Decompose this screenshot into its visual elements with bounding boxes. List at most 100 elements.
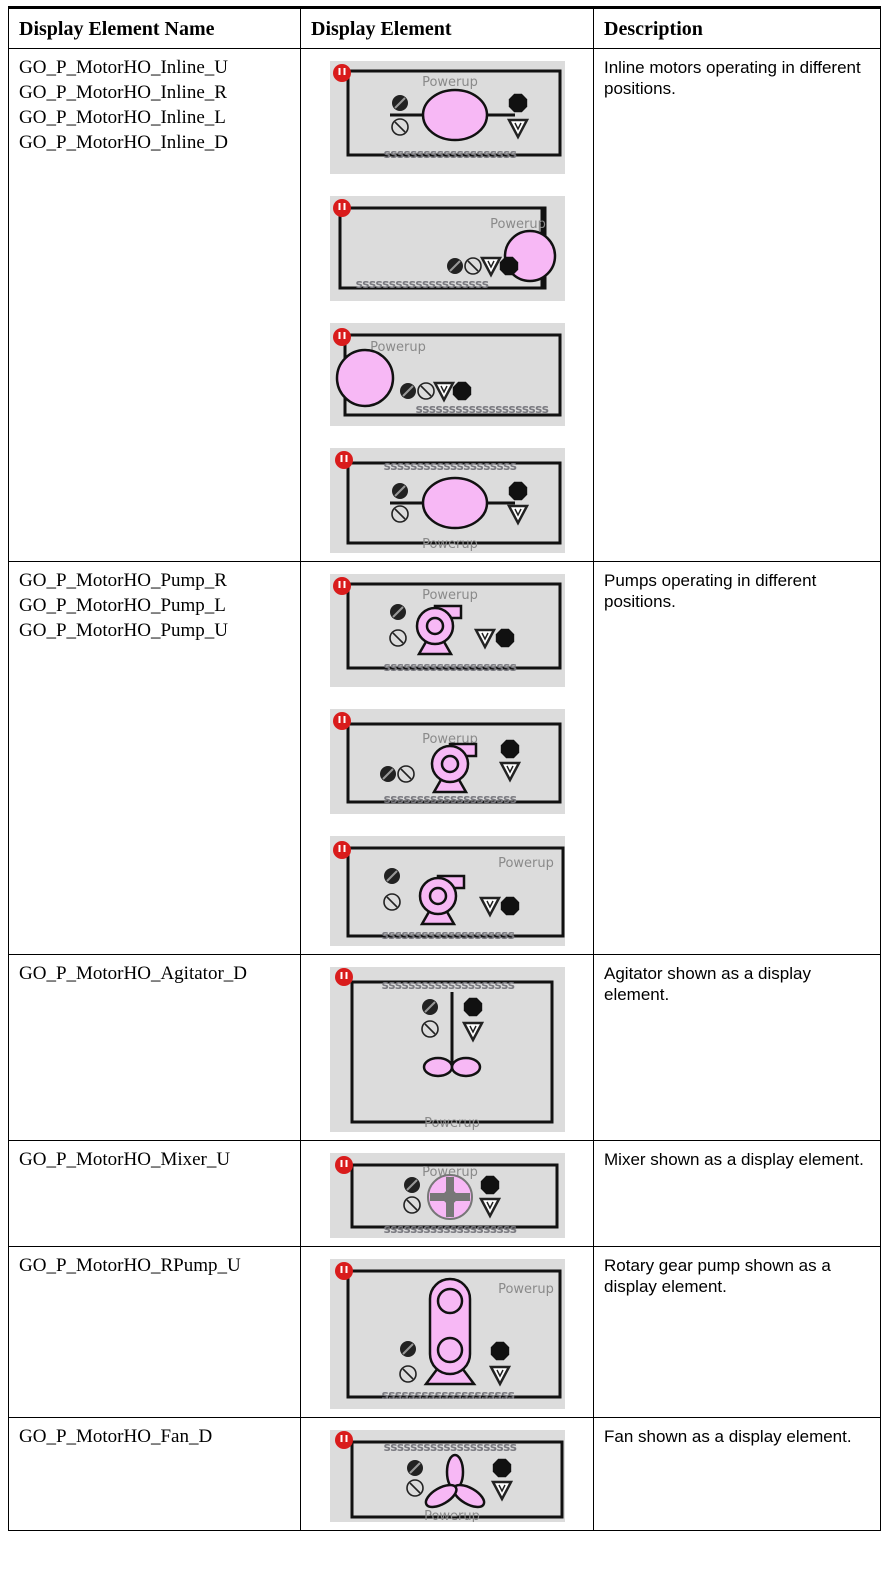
hatch-stroke <box>381 768 394 780</box>
status-text: ssssssssssssssssssss <box>383 1222 516 1236</box>
element-name: GO_P_MotorHO_Inline_R <box>19 82 227 103</box>
mode-mark <box>505 765 514 774</box>
alarm-icon <box>332 577 351 595</box>
element-name: GO_P_MotorHO_Pump_L <box>19 595 226 616</box>
mode-mark <box>480 632 489 641</box>
element-frame <box>346 461 561 545</box>
name-cell: GO_P_MotorHO_Agitator_D <box>8 954 301 1141</box>
table-row: GO_P_MotorHO_Fan_D ssssssssssssssssssss Po… <box>8 1417 881 1531</box>
alarm-icon <box>332 712 351 730</box>
header-cell: Display Element <box>300 6 594 49</box>
alarm-mark <box>343 332 345 339</box>
status-text: ssssssssssssssssssss <box>383 792 516 806</box>
hatch-stroke <box>408 1462 421 1474</box>
disabled-icon <box>398 1365 417 1383</box>
disabled-icon <box>420 1020 439 1038</box>
alarm-mark <box>338 581 340 588</box>
alarm-mark <box>343 581 345 588</box>
alarm-mark <box>338 845 340 852</box>
name-cell: GO_P_MotorHO_Fan_D <box>8 1417 301 1531</box>
table-row: GO_P_MotorHO_Agitator_D sssssssssssssssss… <box>8 954 881 1141</box>
alarm-icon <box>334 1262 353 1280</box>
alarm-mark <box>345 1160 347 1167</box>
mixer-hub <box>442 1190 457 1204</box>
gear <box>436 1336 463 1364</box>
table-body: GO_P_MotorHO_Inline_U GO_P_MotorHO_Inline… <box>8 48 881 1531</box>
element-name: GO_P_MotorHO_Pump_R <box>19 570 227 591</box>
description-cell: Agitator shown as a display element. <box>593 954 881 1141</box>
status-text: ssssssssssssssssssss <box>355 277 488 291</box>
image-cell: ssssssssssssssssssss Powerup sssssssssssss… <box>300 48 594 562</box>
disabled-stroke <box>419 385 432 397</box>
disabled-stroke <box>423 1023 436 1035</box>
hatch-stroke <box>393 97 406 109</box>
hatch-stroke <box>423 1001 436 1013</box>
hatch-stroke <box>405 1179 418 1191</box>
image-cell: ssssssssssssssssssss Powerup <box>300 954 594 1141</box>
motor <box>335 348 394 408</box>
name-cell: GO_P_MotorHO_RPump_U <box>8 1246 301 1418</box>
alarm-icon <box>332 199 351 217</box>
alarm-mark <box>345 1435 347 1442</box>
element-frame <box>350 980 553 1124</box>
disabled-icon <box>388 629 407 647</box>
table-row: GO_P_MotorHO_Mixer_U ssssssssssssssssssss… <box>8 1140 881 1247</box>
element-frame <box>346 846 564 938</box>
stop-icon <box>490 1341 509 1361</box>
disabled-icon <box>390 118 409 136</box>
powerup-label: Powerup <box>424 1116 480 1131</box>
status-text: ssssssssssssssssssss <box>381 928 514 942</box>
table-row: GO_P_MotorHO_RPump_U ssssssssssssssssssss… <box>8 1246 881 1418</box>
mode-mark <box>485 1201 494 1210</box>
mode-mark <box>485 900 494 909</box>
alarm-icon <box>334 1156 353 1174</box>
alarm-mark <box>340 1266 342 1273</box>
alarm-icon <box>334 1431 353 1449</box>
alarm-icon <box>332 328 351 346</box>
disabled-icon <box>463 257 482 275</box>
mode-mark <box>468 1025 477 1034</box>
stop-icon <box>500 739 519 759</box>
image-cell: ssssssssssssssssssss Powerup <box>300 1246 594 1418</box>
disabled-stroke <box>466 260 479 272</box>
name-cell: GO_P_MotorHO_Pump_R GO_P_MotorHO_Pump_L GO… <box>8 561 301 955</box>
image-background <box>329 967 565 1132</box>
pump-eye <box>440 754 459 774</box>
powerup-label: Powerup <box>424 1509 480 1522</box>
disabled-stroke <box>391 632 404 644</box>
element-frame <box>346 1269 561 1399</box>
description-cell: Mixer shown as a display element. <box>593 1140 881 1247</box>
hatch-stroke <box>393 485 406 497</box>
alarm-mark <box>340 972 342 979</box>
disabled-stroke <box>399 768 412 780</box>
alarm-mark <box>343 203 345 210</box>
blade <box>450 1056 481 1078</box>
status-text: ssssssssssssssssssss <box>383 459 516 473</box>
alarm-icon <box>332 64 351 82</box>
alarm-mark <box>343 716 345 723</box>
display-element-image: ssssssssssssssssssss Powerup <box>329 1153 565 1238</box>
blade <box>422 1056 453 1078</box>
powerup-label: Powerup <box>370 340 426 355</box>
pump-body <box>418 876 457 916</box>
stop-icon <box>499 256 518 276</box>
pump-eye <box>428 886 447 906</box>
element-name: GO_P_MotorHO_Agitator_D <box>19 963 247 984</box>
description-cell: Inline motors operating in different pos… <box>593 48 881 562</box>
stop-icon <box>452 381 471 401</box>
element-name: GO_P_MotorHO_Inline_L <box>19 107 226 128</box>
powerup-label: Powerup <box>422 1165 478 1180</box>
element-frame <box>350 1163 558 1229</box>
element-name: GO_P_MotorHO_Mixer_U <box>19 1149 231 1170</box>
gear-housing <box>428 1277 471 1376</box>
element-name: GO_P_MotorHO_RPump_U <box>19 1255 241 1276</box>
stop-icon <box>508 481 527 501</box>
element-name: GO_P_MotorHO_Pump_U <box>19 620 229 641</box>
stop-icon <box>495 628 514 648</box>
mode-mark <box>497 1484 506 1493</box>
